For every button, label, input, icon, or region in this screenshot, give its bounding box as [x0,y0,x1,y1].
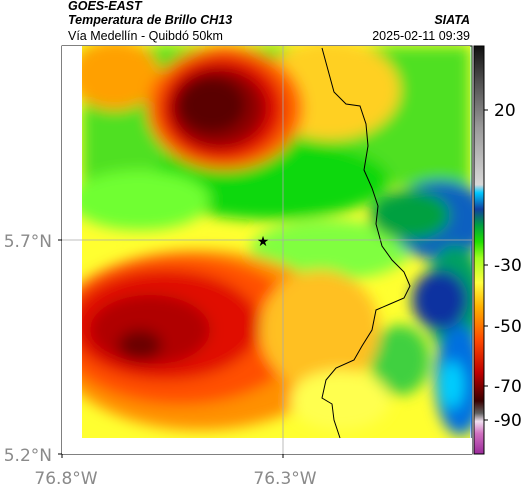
colorbar-tick-label: -50 [494,317,522,337]
x-tick-label: 76.3°W [253,469,316,489]
colorbar-tick-label: -70 [494,377,522,397]
product-title: Temperatura de Brillo CH13 [68,13,233,27]
x-tick-label: 76.8°W [34,469,97,489]
temperature-field [62,46,472,454]
location-star-icon: ★ [257,233,270,249]
colorbar-tick-label: 20 [494,101,516,121]
y-tick-label: 5.2°N [4,446,52,466]
coastline [321,47,411,439]
colorbar [473,45,485,455]
satellite-name: GOES-EAST [68,0,142,13]
datetime-label: 2025-02-11 09:39 [372,29,470,43]
route-subtitle: Vía Medellín - Quibdó 50km [68,29,223,43]
colorbar-tick-label: -90 [494,411,522,431]
agency-label: SIATA [434,13,470,27]
colorbar-tick-label: -30 [494,256,522,276]
y-tick-label: 5.7°N [4,232,52,252]
